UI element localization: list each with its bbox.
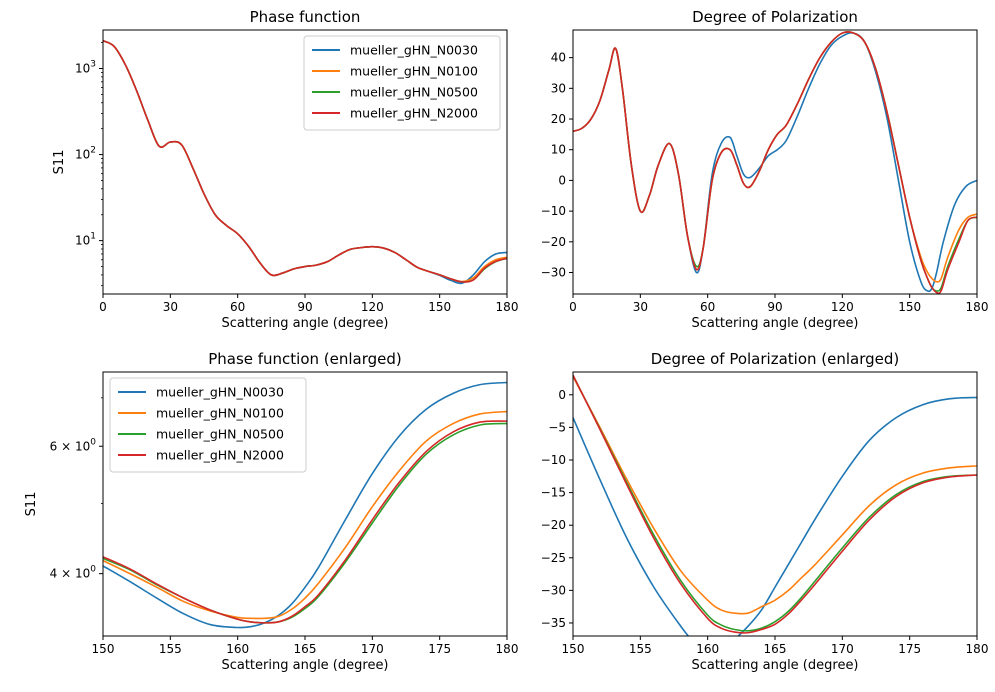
panel-p2: 0 30 60 90 120 150 180 −30 −20 −10 0 10 20 30 40 Degree… <box>541 8 989 331</box>
p3-ylabel: S11 <box>24 492 39 517</box>
p2-series-line-mueller_gHN_N2000 <box>573 31 977 294</box>
p4-ytick-label: −5 <box>548 420 566 434</box>
p2-ytick-label: 40 <box>551 51 566 65</box>
p1-legend-label-mueller_gHN_N0030: mueller_gHN_N0030 <box>350 43 478 58</box>
p3-series-line-mueller_gHN_N2000 <box>103 420 507 624</box>
p2-series-group <box>573 31 977 294</box>
p3-xtick-label: 170 <box>361 642 384 656</box>
p3-title: Phase function (enlarged) <box>208 350 402 368</box>
p3-legend-label-mueller_gHN_N2000: mueller_gHN_N2000 <box>156 448 284 463</box>
p1-xlabel: Scattering angle (degree) <box>221 316 388 331</box>
p3-ytick-label: 4 × 100 <box>50 565 97 581</box>
p2-ytick-label: −20 <box>541 235 566 249</box>
p2-ytick-label: −10 <box>541 204 566 218</box>
p4-xtick-label: 155 <box>629 642 652 656</box>
p3-xtick-label: 165 <box>294 642 317 656</box>
p3-series-line-mueller_gHN_N0030 <box>103 381 507 629</box>
p1-legend-box <box>303 35 501 131</box>
p1-xtick-label: 30 <box>163 300 178 314</box>
p3-xtick-label: 155 <box>159 642 182 656</box>
p1-legend-label-mueller_gHN_N0500: mueller_gHN_N0500 <box>350 85 478 100</box>
p3-legend-label-mueller_gHN_N0500: mueller_gHN_N0500 <box>156 427 284 442</box>
p4-ytick-label: −30 <box>541 583 566 597</box>
p3-legend-label-mueller_gHN_N0030: mueller_gHN_N0030 <box>156 385 284 400</box>
p4-xtick-label: 180 <box>966 642 989 656</box>
p2-xtick-label: 30 <box>633 300 648 314</box>
p2-title: Degree of Polarization <box>692 8 858 26</box>
p2-ytick-label: 30 <box>551 81 566 95</box>
panel-p1: 0 30 60 90 120 150 180 101 102 103 Phase function S… <box>52 8 518 331</box>
p1-xtick-label: 0 <box>99 300 107 314</box>
panel-p3: 150 155 160 165 170 175 180 4 × 100 6 × 100 Phase… <box>24 350 518 673</box>
p2-ytick-label: 20 <box>551 112 566 126</box>
p3-xtick-label: 180 <box>496 642 519 656</box>
p4-xtick-label: 165 <box>764 642 787 656</box>
p1-xtick-label: 60 <box>230 300 245 314</box>
p2-ytick-label: −30 <box>541 266 566 280</box>
p3-xlabel: Scattering angle (degree) <box>221 658 388 673</box>
p1-xtick-label: 120 <box>361 300 384 314</box>
p2-xtick-label: 60 <box>700 300 715 314</box>
p4-axes-frame <box>572 371 978 637</box>
p4-xtick-label: 160 <box>696 642 719 656</box>
p2-series-line-mueller_gHN_N0030 <box>573 32 977 293</box>
p4-series-line-mueller_gHN_N0030 <box>573 396 977 636</box>
p2-xtick-label: 150 <box>898 300 921 314</box>
p2-axes-frame <box>572 29 978 295</box>
p2-series-line-mueller_gHN_N0500 <box>573 31 977 292</box>
panel-p4: 150 155 160 165 170 175 180 −35 −30 −25 −20 −15 −10 −… <box>541 350 989 673</box>
p1-legend-label-mueller_gHN_N2000: mueller_gHN_N2000 <box>350 106 478 121</box>
p2-ytick-label: 10 <box>551 143 566 157</box>
p1-ytick-label: 102 <box>75 146 96 162</box>
p1-xtick-label: 180 <box>496 300 519 314</box>
p3-legend-label-mueller_gHN_N0100: mueller_gHN_N0100 <box>156 406 284 421</box>
p4-ytick-label: −15 <box>541 486 566 500</box>
p1-title: Phase function <box>250 8 361 26</box>
p4-ytick-label: −35 <box>541 616 566 630</box>
p2-xtick-label: 0 <box>569 300 577 314</box>
p3-xtick-label: 150 <box>92 642 115 656</box>
p3-series-group <box>103 381 507 629</box>
p1-legend-label-mueller_gHN_N0100: mueller_gHN_N0100 <box>350 64 478 79</box>
p1-legend: mueller_gHN_N0030 mueller_gHN_N0100muelle… <box>303 35 501 131</box>
p2-xtick-label: 120 <box>831 300 854 314</box>
p1-ylabel: S11 <box>52 150 67 175</box>
p4-ytick-label: −25 <box>541 551 566 565</box>
p4-series-group <box>573 374 977 636</box>
p4-ytick-label: −10 <box>541 453 566 467</box>
p4-xlabel: Scattering angle (degree) <box>691 658 858 673</box>
p1-series-line-mueller_gHN_N2000 <box>103 40 507 283</box>
p4-title: Degree of Polarization (enlarged) <box>651 350 900 368</box>
p3-xtick-label: 175 <box>428 642 451 656</box>
p4-xtick-label: 150 <box>562 642 585 656</box>
p4-series-line-mueller_gHN_N0100 <box>573 376 977 615</box>
p2-xtick-label: 90 <box>767 300 782 314</box>
p4-ytick-label: −20 <box>541 518 566 532</box>
p4-series-line-mueller_gHN_N2000 <box>573 374 977 634</box>
p3-legend: mueller_gHN_N0030 mueller_gHN_N0100muelle… <box>109 377 307 473</box>
p1-series-group <box>103 40 507 285</box>
p1-ytick-label: 101 <box>75 232 96 248</box>
p4-series-line-mueller_gHN_N0500 <box>573 374 977 632</box>
p3-legend-box <box>109 377 307 473</box>
p1-ytick-label: 103 <box>75 59 96 75</box>
p4-ytick-label: 0 <box>558 388 566 402</box>
p1-xtick-label: 90 <box>297 300 312 314</box>
p3-series-line-mueller_gHN_N0100 <box>103 410 507 620</box>
p3-xtick-label: 160 <box>226 642 249 656</box>
p4-xtick-label: 175 <box>898 642 921 656</box>
p1-xtick-label: 150 <box>428 300 451 314</box>
p3-ytick-label: 6 × 100 <box>50 437 97 453</box>
p2-xlabel: Scattering angle (degree) <box>691 316 858 331</box>
p4-xtick-label: 170 <box>831 642 854 656</box>
p2-ytick-label: 0 <box>558 173 566 187</box>
p2-xtick-label: 180 <box>966 300 989 314</box>
